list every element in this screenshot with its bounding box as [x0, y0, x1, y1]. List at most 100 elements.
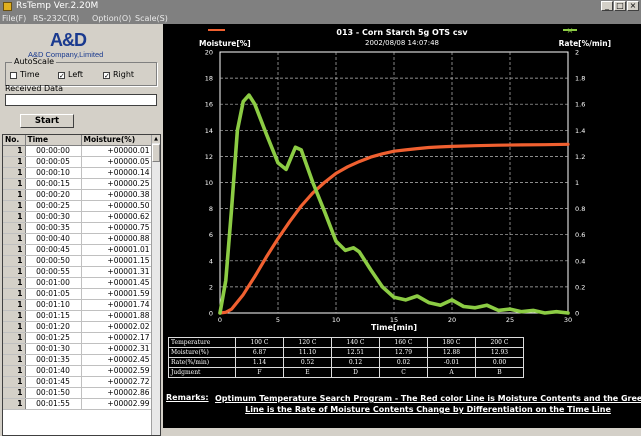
chart-timestamp: 2002/08/08 14:07:48 — [365, 39, 439, 47]
table-row[interactable]: 1 00:00:20 +00000.38 — [3, 189, 153, 201]
row-time: 00:01:45 — [25, 376, 82, 388]
menu-bar: File(F) RS-232C(R) Option(O) Scale(S) — [0, 13, 641, 24]
summary-cell: 0.12 — [331, 357, 380, 368]
table-row[interactable]: 1 00:00:25 +00000.50 — [3, 200, 153, 212]
menu-rs232c[interactable]: RS-232C(R) — [33, 14, 80, 23]
data-grid: No. Time Moisture(%) 1 00:00:00 +00000.01 1… — [2, 134, 161, 436]
y-left-tick-label: 14 — [205, 127, 213, 135]
row-time: 00:00:15 — [25, 178, 82, 190]
summary-cell: 12.79 — [379, 347, 428, 358]
menu-option[interactable]: Option(O) — [92, 14, 132, 23]
table-row[interactable]: 1 00:00:45 +00001.01 — [3, 244, 153, 256]
table-row[interactable]: 1 00:00:30 +00000.62 — [3, 211, 153, 223]
row-number: 1 — [3, 343, 26, 355]
menu-scale[interactable]: Scale(S) — [135, 14, 168, 23]
table-row[interactable]: 1 00:01:00 +00001.45 — [3, 277, 153, 289]
received-data-field[interactable] — [5, 94, 157, 106]
row-number: 1 — [3, 189, 26, 201]
vertical-scrollbar[interactable]: ▲ — [151, 135, 160, 435]
table-row[interactable]: 1 00:01:55 +00002.99 — [3, 398, 153, 410]
y-left-tick-label: 8 — [209, 205, 213, 213]
menu-file[interactable]: File(F) — [2, 14, 27, 23]
checkbox-box[interactable]: ✓ — [58, 71, 65, 79]
summary-row: Moisture(%) 6.87 11.10 12.51 12.79 12.88 12.93 — [168, 347, 524, 358]
summary-cell: A — [427, 367, 476, 378]
checkbox-box[interactable]: ✓ — [103, 71, 110, 79]
scrollbar-thumb[interactable] — [152, 144, 160, 162]
close-button[interactable]: × — [627, 1, 639, 11]
table-row[interactable]: 1 00:01:35 +00002.45 — [3, 354, 153, 366]
table-row[interactable]: 1 00:00:35 +00000.75 — [3, 222, 153, 234]
remarks-line-1: Optimum Temperature Search Program - The… — [215, 394, 641, 403]
summary-cell: 0.00 — [475, 357, 524, 368]
title-bar: RsTemp Ver.2.20M _ □ × — [0, 0, 641, 13]
row-number: 1 — [3, 354, 26, 366]
row-time: 00:01:10 — [25, 299, 82, 311]
summary-cell: 160 C — [379, 337, 428, 348]
checkbox-box[interactable] — [10, 71, 17, 79]
autoscale-left-checkbox[interactable]: ✓ Left — [58, 70, 83, 80]
minimize-button[interactable]: _ — [601, 1, 613, 11]
row-number: 1 — [3, 222, 26, 234]
row-moisture: +00002.59 — [81, 365, 153, 377]
summary-cell: 1.14 — [235, 357, 284, 368]
table-row[interactable]: 1 00:00:05 +00000.05 — [3, 156, 153, 168]
column-header-time[interactable]: Time — [25, 135, 82, 146]
row-number: 1 — [3, 365, 26, 377]
summary-cell: -0.01 — [427, 357, 476, 368]
table-row[interactable]: 1 00:01:50 +00002.86 — [3, 387, 153, 399]
table-row[interactable]: 1 00:00:55 +00001.31 — [3, 266, 153, 278]
table-row[interactable]: 1 00:01:15 +00001.88 — [3, 310, 153, 322]
autoscale-time-checkbox[interactable]: Time — [10, 70, 40, 80]
y-right-tick-label: 0.6 — [575, 231, 585, 239]
x-tick-label: 20 — [448, 316, 456, 324]
maximize-button[interactable]: □ — [614, 1, 626, 11]
row-moisture: +00001.59 — [81, 288, 153, 300]
table-row[interactable]: 1 00:01:05 +00001.59 — [3, 288, 153, 300]
autoscale-right-checkbox[interactable]: ✓ Right — [103, 70, 134, 80]
table-row[interactable]: 1 00:01:20 +00002.02 — [3, 321, 153, 333]
autoscale-group: AutoScale Time ✓ Left ✓ Right — [5, 57, 157, 86]
start-button[interactable]: Start — [20, 114, 74, 128]
table-row[interactable]: 1 00:01:45 +00002.72 — [3, 376, 153, 388]
table-row[interactable]: 1 00:00:00 +00000.01 — [3, 145, 153, 157]
row-time: 00:01:00 — [25, 277, 82, 289]
control-panel: A&D A&D Company,Limited AutoScale Time ✓… — [0, 24, 163, 436]
summary-cell: 11.10 — [283, 347, 332, 358]
row-time: 00:01:35 — [25, 354, 82, 366]
row-time: 00:00:20 — [25, 189, 82, 201]
summary-row-header: Temperature — [168, 337, 236, 348]
row-time: 00:00:05 — [25, 156, 82, 168]
row-time: 00:00:25 — [25, 200, 82, 212]
table-row[interactable]: 1 00:01:40 +00002.59 — [3, 365, 153, 377]
table-row[interactable]: 1 00:00:10 +00000.14 — [3, 167, 153, 179]
row-time: 00:00:10 — [25, 167, 82, 179]
summary-table: Temperature 100 C 120 C 140 C 160 C 180 C 200 … — [168, 337, 524, 378]
summary-cell: 6.87 — [235, 347, 284, 358]
column-header-moisture[interactable]: Moisture(%) — [81, 135, 153, 146]
row-moisture: +00001.45 — [81, 277, 153, 289]
row-time: 00:00:50 — [25, 255, 82, 267]
row-time: 00:00:30 — [25, 211, 82, 223]
row-moisture: +00001.74 — [81, 299, 153, 311]
table-row[interactable]: 1 00:00:40 +00000.88 — [3, 233, 153, 245]
table-row[interactable]: 1 00:00:50 +00001.15 — [3, 255, 153, 267]
checkbox-label: Left — [68, 70, 84, 79]
table-row[interactable]: 1 00:01:30 +00002.31 — [3, 343, 153, 355]
window-title: RsTemp Ver.2.20M — [16, 1, 99, 11]
scroll-up-icon[interactable]: ▲ — [152, 135, 160, 143]
y-right-tick-label: 1 — [575, 179, 579, 187]
row-number: 1 — [3, 211, 26, 223]
table-row[interactable]: 1 00:01:10 +00001.74 — [3, 299, 153, 311]
summary-cell: C — [379, 367, 428, 378]
left-axis-label: Moisture[%] — [199, 39, 251, 48]
row-moisture: +00000.38 — [81, 189, 153, 201]
table-row[interactable]: 1 00:00:15 +00000.25 — [3, 178, 153, 190]
row-moisture: +00000.14 — [81, 167, 153, 179]
table-row[interactable]: 1 00:01:25 +00002.17 — [3, 332, 153, 344]
summary-cell: E — [283, 367, 332, 378]
row-number: 1 — [3, 266, 26, 278]
column-header-no[interactable]: No. — [3, 135, 26, 146]
y-left-tick-label: 2 — [209, 283, 213, 291]
row-number: 1 — [3, 332, 26, 344]
